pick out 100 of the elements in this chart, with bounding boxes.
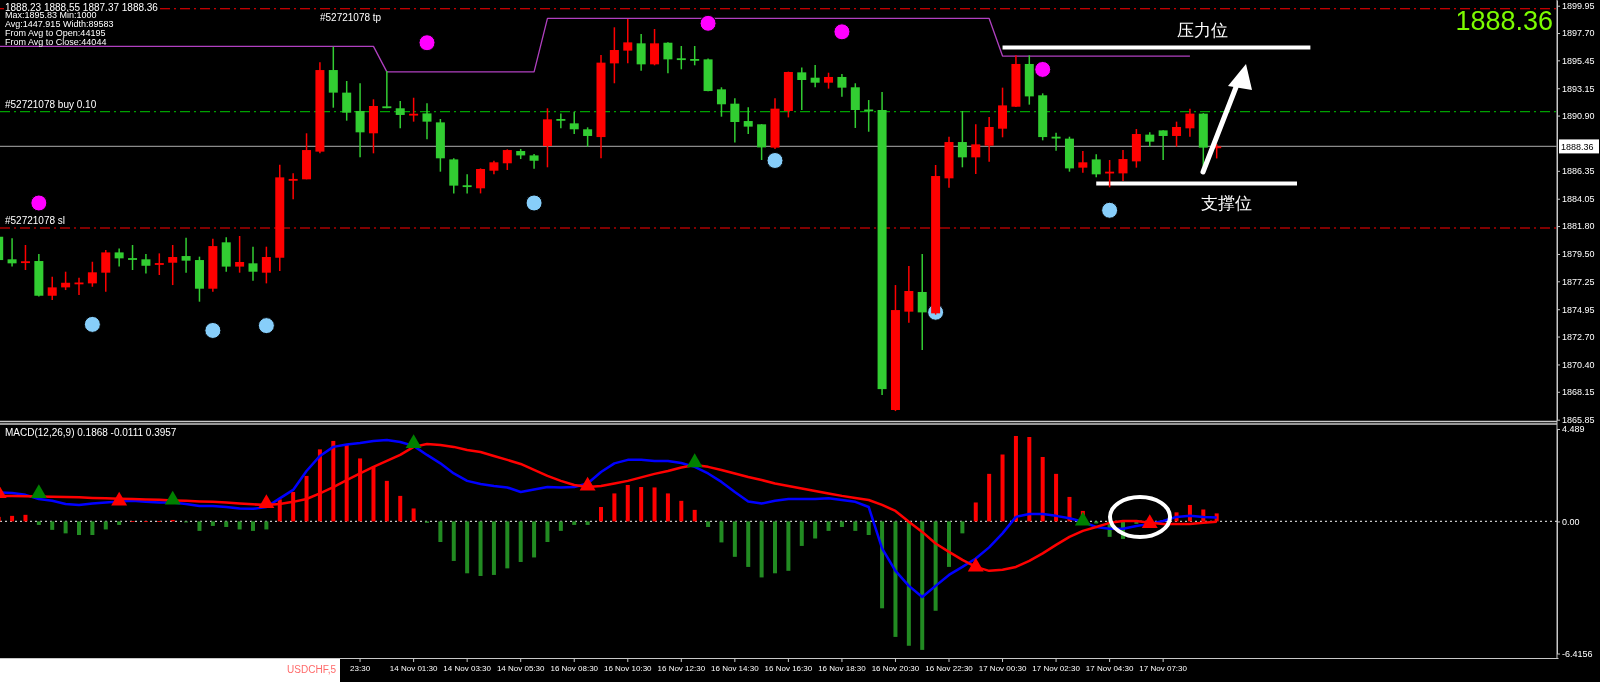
bar: [532, 521, 537, 558]
candlestick: [168, 244, 178, 286]
bar: [866, 521, 871, 536]
bar: [585, 521, 590, 525]
candlestick: [957, 110, 967, 169]
point: [418, 34, 436, 52]
candlestick: [636, 33, 646, 72]
candlestick: [797, 66, 807, 111]
bar: [973, 502, 978, 522]
candlestick: [730, 97, 740, 144]
candlestick: [609, 26, 619, 85]
x-tick-label: 16 Nov 08:30: [550, 663, 599, 673]
candlestick: [342, 80, 352, 122]
bar: [893, 521, 898, 637]
x-tick-label: 17 Nov 07:30: [1139, 663, 1188, 673]
point: [257, 317, 275, 335]
ref-line-label: #52721078 buy 0.10: [5, 98, 97, 110]
candlestick: [395, 100, 405, 130]
ref-line-label: 1888.36: [1561, 141, 1594, 152]
candlestick: [114, 247, 124, 268]
series-label: 压力位: [1177, 20, 1229, 40]
annotation: Max:1895.83 Min:1000: [5, 10, 97, 20]
bar: [746, 521, 751, 567]
x-tick-label: 14 Nov 01:30: [389, 663, 438, 673]
bar: [786, 521, 791, 571]
bar: [933, 521, 938, 611]
bar: [639, 487, 644, 522]
point: [1034, 60, 1052, 78]
candlestick: [984, 116, 994, 163]
bar: [491, 521, 496, 575]
bar: [692, 509, 697, 522]
x-tick-label: 17 Nov 00:30: [978, 663, 1027, 673]
candlestick: [556, 112, 566, 130]
point: [111, 491, 128, 506]
annotation: Avg:1447.915 Width:89583: [5, 19, 114, 29]
candlestick: [743, 106, 753, 135]
candlestick: [382, 70, 392, 110]
x-tick-label: 16 Nov 12:30: [657, 663, 706, 673]
point: [686, 453, 703, 468]
candlestick: [971, 123, 981, 175]
candlestick: [1051, 131, 1061, 152]
annotation: From Avg to Open:44195: [5, 28, 106, 38]
bar: [90, 521, 95, 536]
point: [579, 476, 596, 491]
candlestick: [904, 265, 914, 324]
candlestick: [1118, 149, 1128, 182]
candlestick: [476, 167, 486, 195]
x-tick-label: 14 Nov 03:30: [443, 663, 492, 673]
candlestick: [650, 28, 660, 67]
bar: [317, 449, 322, 522]
bar: [719, 521, 724, 543]
annotation: From Avg to Close:44044: [5, 37, 107, 47]
bar: [679, 500, 684, 522]
bar: [813, 521, 818, 539]
bar: [50, 521, 55, 530]
candlestick: [583, 126, 593, 148]
candlestick: [248, 245, 258, 282]
x-tick-label: 17 Nov 04:30: [1085, 663, 1134, 673]
candlestick: [87, 261, 97, 288]
x-tick-label: 17 Nov 02:30: [1032, 663, 1081, 673]
candlestick: [663, 41, 673, 75]
bar: [264, 521, 269, 530]
bar: [839, 521, 844, 527]
y-tick-label: 4.489: [1562, 424, 1585, 435]
candlestick: [288, 172, 298, 201]
candlestick: [810, 64, 820, 89]
y-tick-label: 1865.85: [1562, 415, 1595, 426]
x-tick-label: 16 Nov 16:30: [764, 663, 813, 673]
point: [525, 194, 543, 212]
candlestick: [47, 275, 57, 301]
x-tick-label: 23:30: [350, 663, 371, 673]
bar: [371, 466, 376, 522]
point: [204, 321, 222, 339]
bar: [1013, 435, 1018, 522]
point: [83, 315, 101, 333]
candlestick: [181, 236, 191, 274]
y-tick-label: 1897.70: [1562, 28, 1595, 39]
bar: [197, 521, 202, 531]
bar: [398, 495, 403, 522]
candlestick: [850, 82, 860, 129]
y-tick-label: 1877.25: [1562, 276, 1595, 287]
bar: [384, 480, 389, 522]
point: [699, 14, 717, 32]
bar: [304, 475, 309, 522]
bar: [960, 521, 965, 534]
y-tick-label: 1874.95: [1562, 304, 1595, 315]
y-tick-label: 1884.05: [1562, 194, 1595, 205]
bar: [732, 521, 737, 557]
candlestick: [20, 244, 30, 271]
candlestick: [261, 245, 271, 285]
bar: [558, 521, 563, 531]
candlestick: [1158, 129, 1168, 161]
bar: [36, 521, 41, 525]
candlestick: [716, 86, 726, 118]
bar: [906, 521, 911, 646]
bar: [853, 521, 858, 531]
bar: [63, 521, 68, 534]
candlestick: [917, 253, 927, 351]
point: [164, 490, 181, 505]
text: USDCHF,5: [287, 664, 337, 675]
